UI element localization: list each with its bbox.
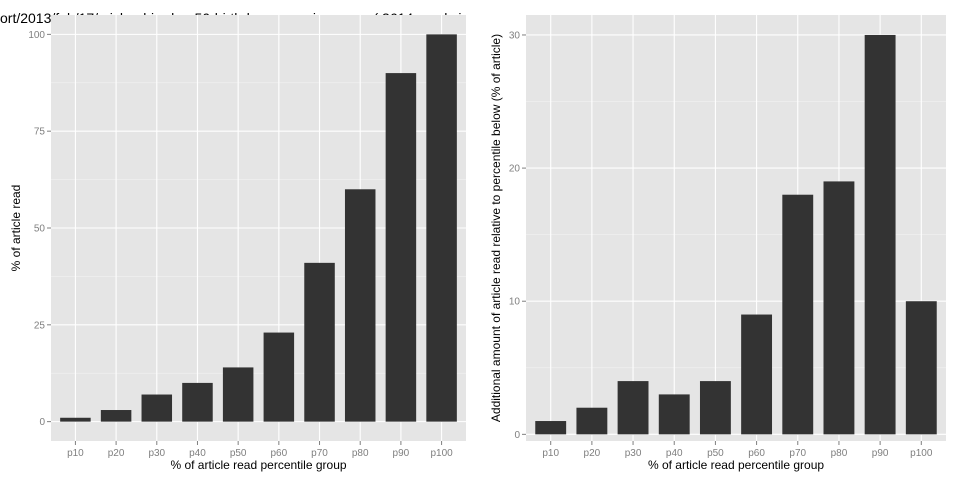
- bar-p30: [141, 394, 173, 422]
- y-tick-label: 100: [28, 30, 45, 41]
- y-tick-label: 20: [509, 164, 521, 175]
- x-tick-label: p60: [748, 448, 765, 459]
- bar-p80: [823, 181, 855, 435]
- bar-p100: [426, 34, 457, 422]
- y-tick-label: 25: [34, 320, 46, 331]
- bar-p50: [699, 381, 731, 435]
- bar-p70: [782, 194, 814, 435]
- chart-panel-1: 0 25 50 75 100 p10 p20 p30 p40 p50 p60 p70 p80 p90 p10…: [9, 15, 466, 472]
- bar-p90: [385, 73, 417, 422]
- bar-p90: [864, 34, 896, 435]
- x-tick-label: p80: [352, 448, 369, 459]
- x-axis-title: % of article read percentile group: [170, 458, 346, 472]
- x-axis-title: % of article read percentile group: [648, 458, 824, 472]
- x-tick-label: p20: [584, 448, 601, 459]
- bar-p20: [100, 410, 132, 422]
- y-tick-label: 10: [509, 297, 521, 308]
- bar-p50: [222, 367, 254, 422]
- x-tick-label: p30: [625, 448, 642, 459]
- x-tick-label: p70: [789, 448, 806, 459]
- x-tick-label: p100: [430, 448, 453, 459]
- x-tick-label: p40: [666, 448, 683, 459]
- y-tick-label: 0: [39, 417, 45, 428]
- y-tick-label: 50: [34, 224, 46, 235]
- bar-p60: [263, 332, 295, 422]
- y-tick-label: 75: [34, 127, 46, 138]
- y-axis-title: Additional amount of article read relati…: [489, 34, 503, 422]
- bar-p30: [617, 381, 649, 435]
- y-tick-label: 0: [514, 430, 520, 441]
- bar-p100: [905, 301, 937, 435]
- x-tick-label: p90: [393, 448, 410, 459]
- bar-p40: [182, 382, 213, 422]
- x-tick-label: p50: [707, 448, 724, 459]
- x-tick-label: p60: [270, 448, 287, 459]
- x-tick-label: p40: [189, 448, 206, 459]
- bar-p20: [576, 407, 608, 435]
- x-tick-label: p30: [148, 448, 165, 459]
- bar-p10: [60, 417, 91, 422]
- x-tick-label: p80: [831, 448, 848, 459]
- x-tick-label: p50: [230, 448, 247, 459]
- y-axis-title: % of article read: [9, 185, 23, 272]
- x-tick-label: p70: [311, 448, 328, 459]
- bar-p60: [741, 314, 773, 435]
- x-tick-label: p10: [67, 448, 84, 459]
- bar-p10: [535, 421, 567, 435]
- bar-p80: [344, 189, 376, 422]
- x-tick-label: p100: [910, 448, 933, 459]
- x-tick-label: p90: [872, 448, 889, 459]
- y-tick-label: 30: [509, 30, 521, 41]
- bar-p70: [304, 262, 335, 422]
- x-tick-label: p10: [542, 448, 559, 459]
- bar-p40: [658, 394, 690, 435]
- x-tick-label: p20: [108, 448, 125, 459]
- chart-panel-2: 0 10 20 30 p10 p20 p30 p40 p50 p60 p70 p80 p90 p100 % …: [489, 15, 946, 472]
